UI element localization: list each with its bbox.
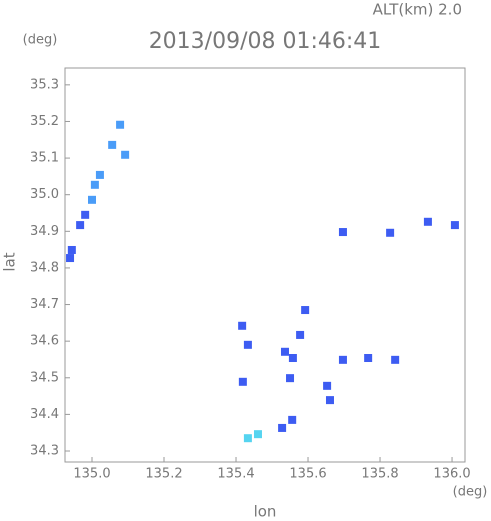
echo (108, 140, 117, 149)
echo (286, 374, 295, 383)
y-axis-label: lat (1, 252, 19, 271)
echo (450, 221, 459, 230)
echo (81, 210, 90, 219)
echo (364, 354, 373, 363)
echo (121, 150, 130, 159)
echo (238, 321, 247, 330)
echo (301, 306, 310, 315)
echo (243, 434, 252, 443)
echo (391, 355, 400, 364)
echo (280, 347, 289, 356)
echo (296, 330, 305, 339)
echo (278, 423, 287, 432)
x-unit: (deg) (453, 485, 488, 500)
echo (325, 396, 334, 405)
echo (88, 195, 97, 204)
subtitle: ALT(km) 2.0 (373, 1, 462, 19)
y-tick-label: 34.3 (30, 444, 59, 459)
y-tick-label: 34.5 (30, 370, 59, 385)
echo (338, 355, 347, 364)
y-tick-label: 34.4 (30, 407, 59, 422)
echo (323, 381, 332, 390)
y-tick-label: 34.6 (30, 334, 59, 349)
plot-frame (64, 67, 466, 463)
echo (288, 415, 297, 424)
echo (423, 217, 432, 226)
y-unit: (deg) (23, 33, 58, 48)
y-tick-label: 34.7 (30, 297, 59, 312)
echo (116, 120, 125, 129)
y-tick-label: 34.9 (30, 224, 59, 239)
x-tick-label: 135.6 (289, 467, 326, 482)
chart-title: 2013/09/08 01:46:41 (149, 29, 382, 54)
echo (76, 221, 85, 230)
echo (238, 377, 247, 386)
y-tick-label: 35.0 (30, 187, 59, 202)
x-tick-label: 135.2 (145, 467, 182, 482)
y-tick-label: 35.3 (30, 77, 59, 92)
y-tick-label: 35.2 (30, 114, 59, 129)
y-tick-label: 34.8 (30, 260, 59, 275)
x-axis-label: lon (254, 503, 277, 521)
x-tick-label: 135.4 (217, 467, 254, 482)
echo (386, 228, 395, 237)
echo (67, 245, 76, 254)
echo (253, 430, 262, 439)
x-tick-label: 135.8 (361, 467, 398, 482)
echo (66, 254, 75, 263)
echo (95, 170, 104, 179)
y-tick-label: 35.1 (30, 151, 59, 166)
echo (90, 180, 99, 189)
x-tick-label: 136.0 (433, 467, 470, 482)
echo (243, 340, 252, 349)
x-tick-label: 135.0 (73, 467, 110, 482)
echo (288, 354, 297, 363)
echo (338, 228, 347, 237)
